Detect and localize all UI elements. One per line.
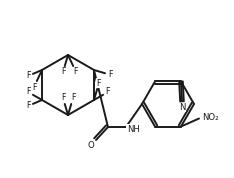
Text: F: F	[74, 67, 78, 77]
Text: F: F	[26, 101, 30, 111]
Text: F: F	[106, 88, 110, 96]
Text: F: F	[97, 78, 101, 88]
Text: O: O	[88, 140, 94, 150]
Text: NO₂: NO₂	[202, 113, 218, 122]
Text: NH: NH	[127, 124, 139, 134]
Text: F: F	[109, 70, 113, 80]
Text: F: F	[61, 93, 65, 103]
Text: F: F	[71, 93, 75, 103]
Text: F: F	[32, 82, 36, 91]
Text: F: F	[26, 88, 30, 96]
Text: F: F	[26, 72, 30, 80]
Text: N: N	[179, 103, 185, 112]
Text: F: F	[61, 67, 65, 77]
